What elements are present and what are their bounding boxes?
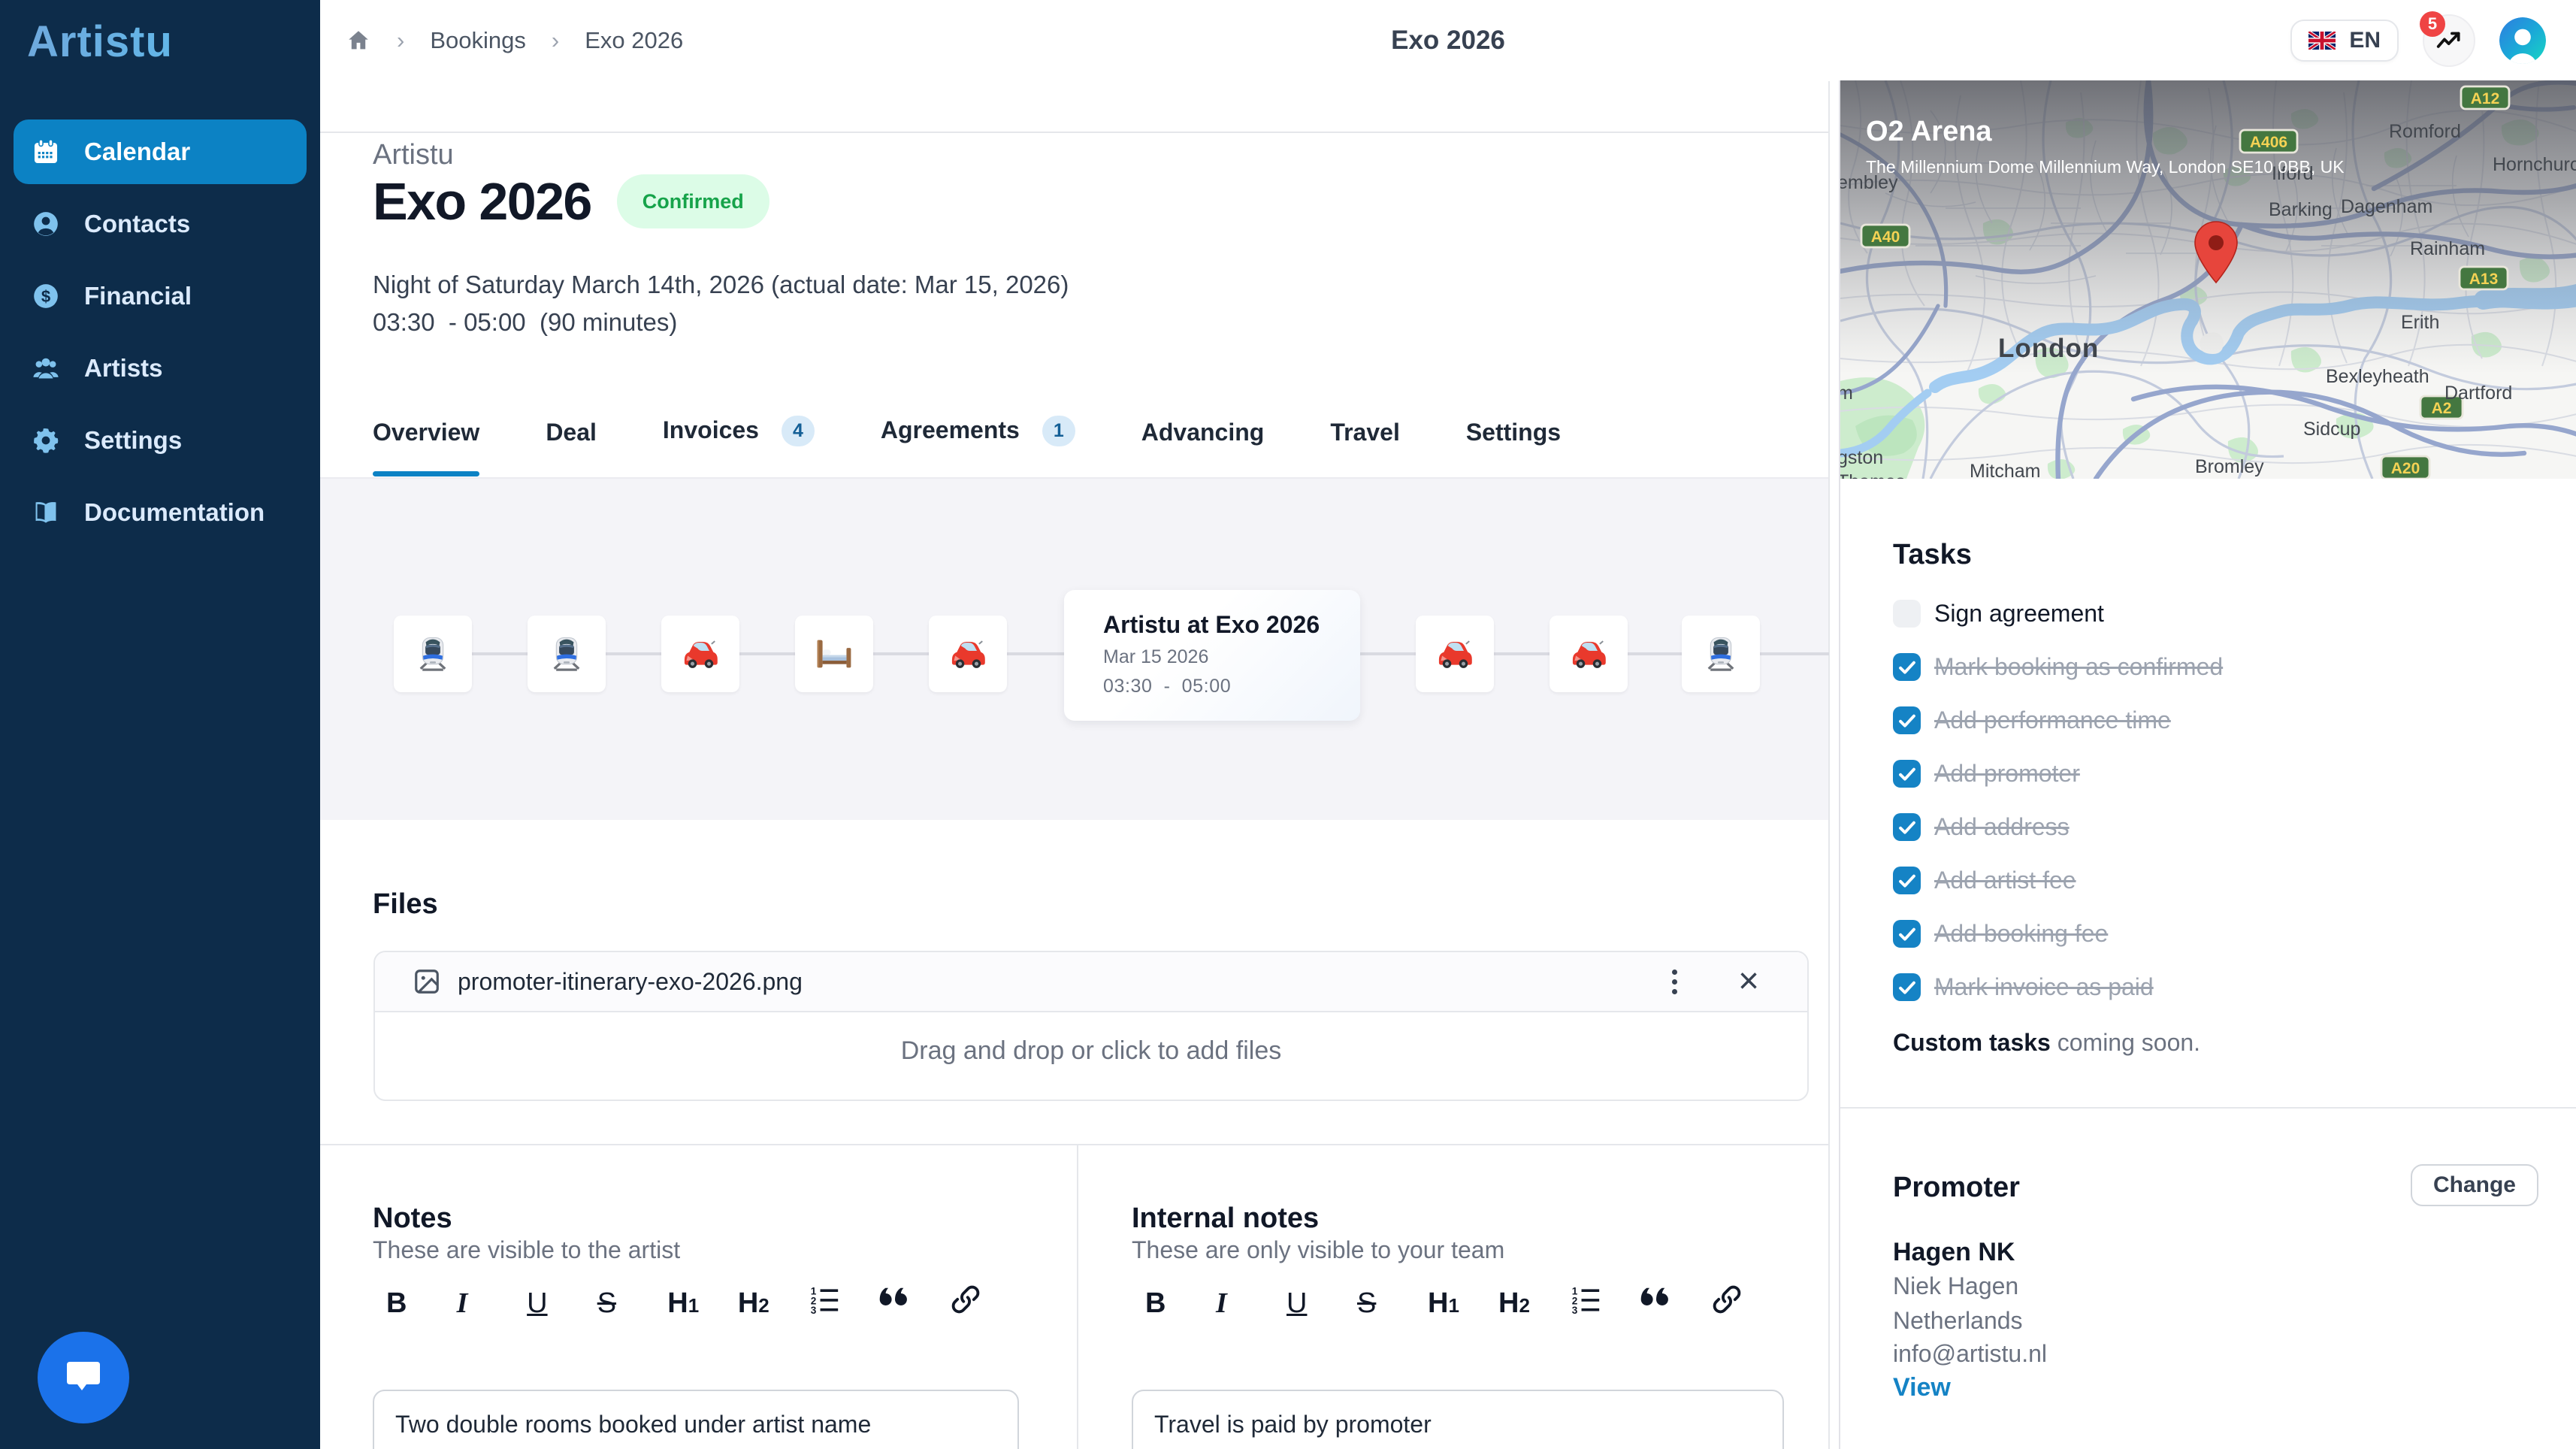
svg-text:Bromley: Bromley bbox=[2195, 456, 2264, 477]
svg-text:A406: A406 bbox=[2250, 134, 2287, 151]
svg-text:2: 2 bbox=[811, 1295, 817, 1306]
svg-text:Dartford: Dartford bbox=[2444, 383, 2512, 404]
svg-text:$: $ bbox=[41, 287, 51, 306]
svg-text:1: 1 bbox=[811, 1286, 817, 1297]
svg-text:embley: embley bbox=[1840, 172, 1898, 193]
svg-text:The Millennium Dome Millennium: The Millennium Dome Millennium Way, Lond… bbox=[1866, 157, 2345, 177]
svg-text:2: 2 bbox=[1572, 1295, 1578, 1306]
svg-text:London: London bbox=[1998, 334, 2099, 363]
svg-text:1: 1 bbox=[1572, 1286, 1578, 1297]
svg-text:Dagenham: Dagenham bbox=[2341, 196, 2432, 217]
svg-text:Romford: Romford bbox=[2389, 121, 2461, 142]
svg-text:Thames: Thames bbox=[1840, 471, 1905, 479]
svg-text:A13: A13 bbox=[2469, 271, 2499, 288]
svg-text:Sidcup: Sidcup bbox=[2303, 419, 2360, 440]
svg-text:O2 Arena: O2 Arena bbox=[1866, 116, 1992, 147]
svg-text:Mitcham: Mitcham bbox=[1970, 461, 2040, 479]
svg-text:A20: A20 bbox=[2391, 460, 2420, 477]
svg-text:3: 3 bbox=[1572, 1305, 1578, 1314]
svg-text:A40: A40 bbox=[1871, 228, 1900, 246]
svg-text:Bexleyheath: Bexleyheath bbox=[2326, 366, 2429, 387]
svg-text:m: m bbox=[1840, 383, 1853, 404]
svg-text:Erith: Erith bbox=[2401, 312, 2439, 333]
svg-text:Rainham: Rainham bbox=[2410, 238, 2485, 259]
svg-text:A12: A12 bbox=[2471, 90, 2500, 107]
svg-text:A2: A2 bbox=[2432, 400, 2452, 417]
svg-text:Hornchurch: Hornchurch bbox=[2493, 154, 2576, 175]
svg-text:Barking: Barking bbox=[2269, 199, 2333, 220]
svg-text:gston: gston bbox=[1840, 447, 1883, 468]
svg-text:Ilford: Ilford bbox=[2272, 163, 2314, 184]
svg-text:3: 3 bbox=[811, 1305, 817, 1314]
